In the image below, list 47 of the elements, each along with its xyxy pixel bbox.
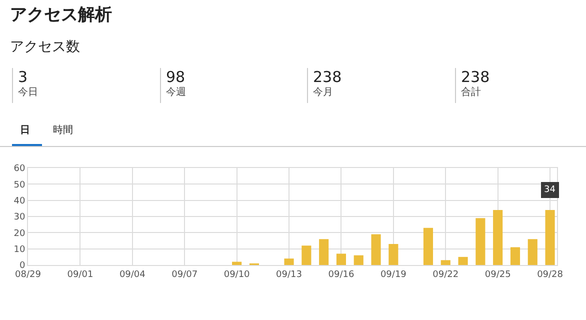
bar — [458, 256, 468, 265]
x-tick-label: 09/01 — [67, 270, 94, 280]
text: 今月 — [313, 86, 334, 100]
y-tick-label: 30 — [14, 212, 26, 223]
text: アクセス解析 — [10, 4, 112, 26]
y-tick-label: 10 — [14, 244, 26, 255]
annotation: 34 — [544, 185, 556, 195]
text: アクセス数 — [10, 38, 80, 56]
bar — [302, 246, 312, 265]
bar — [354, 255, 364, 265]
y-tick-label: 60 — [14, 164, 26, 174]
x-tick-label: 09/13 — [276, 270, 302, 280]
bar — [336, 254, 346, 265]
text: 時間 — [53, 124, 73, 137]
text: 3 — [18, 68, 29, 86]
x-tick-label: 09/22 — [432, 270, 459, 280]
text: 日 — [20, 124, 30, 137]
x-tick-label: 09/25 — [484, 270, 511, 280]
x-tick-label: 09/19 — [380, 270, 407, 280]
bar — [284, 258, 294, 265]
y-tick-label: 40 — [14, 196, 26, 206]
bar — [319, 239, 329, 265]
y-tick-label: 0 — [19, 261, 26, 272]
x-tick-label: 09/04 — [119, 270, 146, 280]
x-tick-label: 09/16 — [328, 270, 354, 280]
text: 合計 — [461, 86, 482, 100]
y-tick-label: 20 — [14, 228, 26, 239]
bar — [545, 210, 555, 265]
bar — [510, 247, 520, 265]
bar — [232, 262, 242, 265]
y-tick-label: 50 — [14, 180, 26, 190]
text: 今日 — [18, 86, 38, 100]
bar — [476, 218, 486, 265]
bar — [440, 260, 450, 265]
text: 98 — [166, 68, 186, 86]
x-tick-label: 08/29 — [15, 270, 42, 280]
bar — [528, 239, 538, 265]
x-tick-label: 09/07 — [172, 270, 198, 280]
text: 今週 — [166, 86, 186, 100]
x-tick-label: 09/10 — [224, 270, 250, 280]
bar — [388, 244, 398, 265]
text: 238 — [461, 68, 490, 86]
x-tick-label: 09/28 — [537, 270, 564, 280]
bar — [493, 210, 503, 265]
bar — [371, 234, 381, 265]
text: 238 — [313, 68, 342, 86]
bar — [423, 228, 434, 265]
